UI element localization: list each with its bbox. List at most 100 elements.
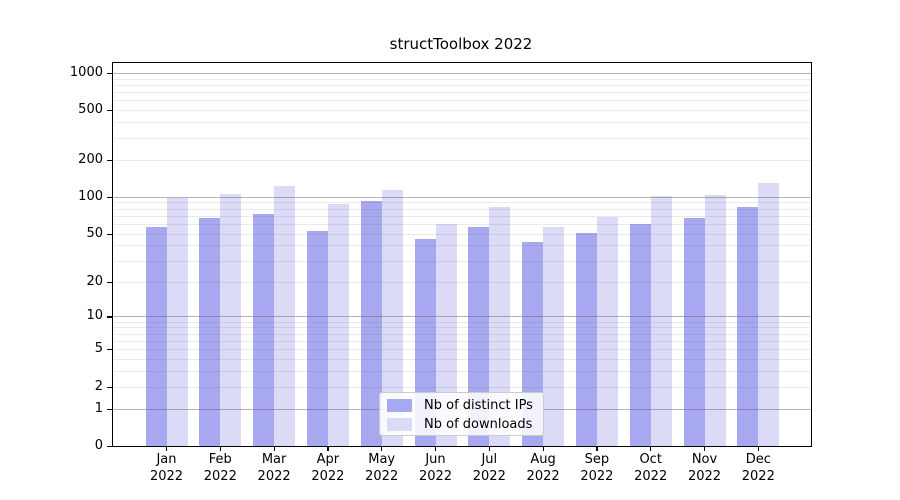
x-tick-label: Mar 2022 (242, 452, 306, 485)
bar-downloads-apr (327, 203, 349, 446)
chart-title: structToolbox 2022 (389, 35, 533, 53)
bar-downloads-mar (274, 185, 296, 446)
x-tick-label: Apr 2022 (296, 452, 360, 485)
y-tick-label: 1000 (69, 64, 103, 80)
plot-area (112, 62, 812, 447)
x-tick-label: Jul 2022 (457, 452, 521, 485)
legend-label-downloads: Nb of downloads (424, 417, 533, 432)
y-tick-label: 50 (86, 225, 103, 241)
x-tick-label: Feb 2022 (188, 452, 252, 485)
x-tick-mark (596, 447, 598, 451)
bar-distinct-ips-oct (629, 223, 651, 446)
bar-downloads-sep (596, 217, 618, 446)
bar-downloads-nov (704, 195, 726, 446)
gridline-minor (113, 333, 811, 335)
bar-downloads-feb (220, 194, 242, 446)
legend-label-distinct-ips: Nb of distinct IPs (424, 398, 533, 413)
x-tick-year: 2022 (418, 468, 453, 484)
gridline-minor (113, 202, 811, 204)
x-tick-month: Nov (691, 452, 718, 467)
x-tick-month: Jul (481, 452, 498, 467)
x-tick-mark (381, 447, 383, 451)
x-tick-year: 2022 (687, 468, 722, 484)
y-tick-mark (107, 446, 112, 448)
y-tick-mark (107, 110, 112, 112)
x-tick-mark (650, 447, 652, 451)
bar-distinct-ips-sep (575, 232, 597, 446)
gridline-minor (113, 327, 811, 329)
gridline-minor (113, 386, 811, 388)
x-tick-month: Dec (745, 452, 771, 467)
x-tick-year: 2022 (526, 468, 560, 484)
x-tick-year: 2022 (580, 468, 614, 484)
x-tick-year: 2022 (741, 468, 775, 484)
y-tick-label: 10 (86, 308, 103, 324)
gridline-minor (113, 110, 811, 112)
y-tick-mark (107, 386, 112, 388)
x-tick-label: Jan 2022 (135, 452, 199, 485)
bar-downloads-aug (543, 226, 565, 446)
y-tick-label: 200 (78, 151, 103, 167)
x-tick-year: 2022 (203, 468, 237, 484)
y-tick-mark (107, 408, 112, 410)
y-tick-mark (107, 281, 112, 283)
x-tick-month: Apr (316, 452, 340, 467)
bar-distinct-ips-feb (199, 218, 221, 446)
y-tick-label: 500 (78, 102, 103, 118)
gridline-major (113, 196, 811, 198)
x-tick-mark (219, 447, 221, 451)
x-tick-year: 2022 (257, 468, 291, 484)
x-tick-label: Oct 2022 (619, 452, 683, 485)
bar-distinct-ips-nov (683, 218, 705, 446)
gridline-minor (113, 92, 811, 94)
x-tick-year: 2022 (634, 468, 668, 484)
x-tick-month: Aug (530, 452, 556, 467)
gridline-minor (113, 260, 811, 262)
gridline-minor (113, 78, 811, 80)
x-tick-mark (488, 447, 490, 451)
gridline-minor (113, 208, 811, 210)
y-tick-mark (107, 233, 112, 235)
y-tick-label: 1 (94, 400, 103, 416)
legend-item-distinct-ips: Nb of distinct IPs (380, 396, 543, 415)
y-tick-mark (107, 349, 112, 351)
gridline-minor (113, 100, 811, 102)
legend: Nb of distinct IPs Nb of downloads (379, 392, 544, 436)
x-tick-label: Sep 2022 (565, 452, 629, 485)
x-tick-mark (704, 447, 706, 451)
y-tick-label: 5 (94, 341, 103, 357)
x-tick-month: Jan (156, 452, 177, 467)
gridline-minor (113, 215, 811, 217)
gridline-major (113, 316, 811, 318)
x-tick-label: Aug 2022 (511, 452, 575, 485)
gridline-minor (113, 371, 811, 373)
bar-downloads-may (381, 189, 403, 446)
bar-distinct-ips-mar (253, 213, 275, 446)
bar-downloads-jul (489, 206, 511, 446)
x-tick-month: May (368, 452, 396, 467)
legend-swatch-downloads (387, 418, 412, 431)
y-tick-label: 20 (86, 273, 103, 289)
gridline-minor (113, 321, 811, 323)
x-tick-year: 2022 (149, 468, 184, 484)
bar-distinct-ips-apr (306, 230, 328, 446)
bar-distinct-ips-jan (145, 226, 167, 446)
gridline-minor (113, 340, 811, 342)
x-tick-label: May 2022 (350, 452, 414, 485)
y-tick-label: 0 (94, 438, 103, 453)
x-tick-year: 2022 (472, 468, 506, 484)
legend-item-downloads: Nb of downloads (380, 415, 543, 434)
x-tick-month: Jun (425, 452, 446, 467)
x-tick-month: Feb (208, 452, 232, 467)
bar-downloads-oct (650, 196, 672, 446)
gridline-minor (113, 159, 811, 161)
y-tick-mark (107, 72, 112, 75)
gridline-minor (113, 137, 811, 139)
gridline-minor (113, 223, 811, 225)
bar-distinct-ips-jul (468, 226, 490, 446)
x-tick-mark (327, 447, 329, 451)
x-tick-month: Sep (584, 452, 610, 467)
gridline-minor (113, 359, 811, 361)
x-tick-label: Nov 2022 (673, 452, 737, 485)
